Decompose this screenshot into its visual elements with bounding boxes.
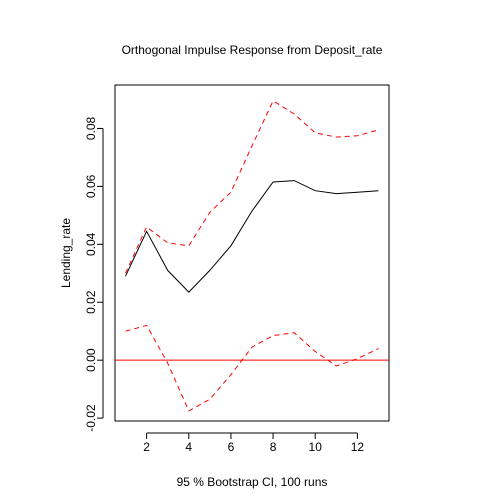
x-tick-label: 10 [309,440,323,454]
y-tick-label: -0.02 [84,404,98,432]
x-tick-label: 4 [185,440,192,454]
x-tick-label: 2 [143,440,150,454]
x-tick-label: 12 [351,440,365,454]
y-axis-label: Lending_rate [59,218,73,288]
y-tick-label: 0.08 [84,116,98,140]
y-tick-label: 0.00 [84,348,98,372]
chart-title: Orthogonal Impulse Response from Deposit… [121,43,383,57]
plot-frame [114,84,390,422]
irf-line [125,180,379,293]
x-tick-label: 8 [270,440,277,454]
x-axis-label: 95 % Bootstrap CI, 100 runs [176,475,328,489]
y-tick-label: 0.06 [84,174,98,198]
y-tick-label: 0.04 [84,232,98,256]
y-tick-label: 0.02 [84,290,98,314]
x-tick-label: 6 [228,440,235,454]
lower-line [125,324,379,412]
upper-line [125,100,379,274]
